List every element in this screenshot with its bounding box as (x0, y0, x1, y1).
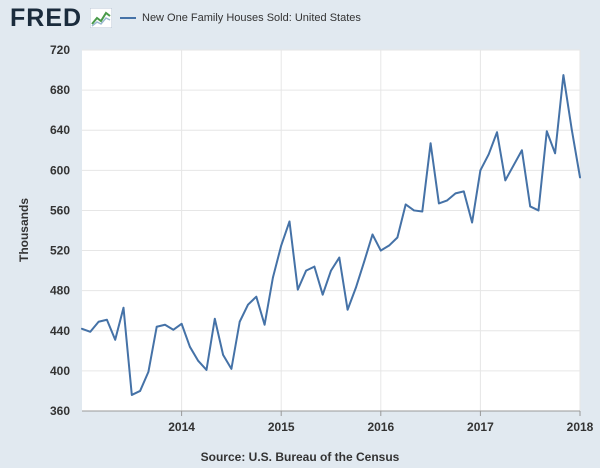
x-tick-label: 2014 (168, 420, 195, 434)
data-point (214, 317, 216, 320)
fred-logo[interactable]: FRED (10, 4, 83, 32)
data-point (529, 205, 531, 208)
data-point (122, 306, 125, 309)
data-point (147, 371, 150, 373)
data-point (579, 176, 581, 179)
data-point (338, 256, 341, 259)
x-tick-label: 2018 (567, 420, 594, 434)
y-tick-label: 720 (50, 43, 70, 57)
data-point (139, 390, 141, 392)
data-point (396, 236, 399, 239)
data-point (512, 164, 515, 167)
data-point (504, 179, 507, 182)
y-tick-label: 680 (50, 83, 70, 97)
y-tick-label: 440 (50, 324, 70, 338)
x-tick-label: 2016 (367, 420, 394, 434)
source-footer: Source: U.S. Bureau of the Census (200, 450, 400, 464)
data-point (106, 318, 108, 321)
data-point (81, 327, 83, 330)
data-point (330, 269, 332, 272)
data-point (272, 276, 274, 279)
data-point (197, 360, 199, 362)
data-point (421, 210, 424, 213)
data-point (521, 149, 523, 152)
data-point (114, 339, 116, 341)
data-point (380, 249, 382, 252)
data-point (238, 320, 241, 323)
x-tick-label: 2017 (467, 420, 494, 434)
y-tick-label: 520 (50, 244, 70, 258)
data-point (97, 320, 100, 323)
y-tick-label: 600 (50, 163, 70, 177)
data-point (155, 325, 158, 328)
data-point (313, 265, 316, 268)
data-point (404, 203, 407, 206)
data-point (255, 295, 258, 298)
data-point (89, 330, 92, 333)
data-point (305, 269, 307, 272)
data-point (363, 260, 366, 263)
data-point (247, 303, 249, 306)
legend-swatch (120, 17, 136, 19)
y-tick-label: 400 (50, 364, 70, 378)
data-point (454, 192, 457, 195)
data-point (131, 394, 133, 396)
data-point (562, 74, 565, 76)
data-point (463, 190, 465, 193)
y-tick-label: 640 (50, 123, 70, 137)
data-point (288, 220, 291, 223)
y-tick-label: 560 (50, 203, 70, 217)
data-point (189, 346, 191, 348)
data-point (180, 322, 183, 325)
data-point (570, 128, 573, 131)
data-point (371, 233, 374, 236)
data-point (297, 288, 299, 291)
data-point (222, 354, 224, 356)
data-point (164, 323, 166, 326)
legend[interactable]: New One Family Houses Sold: United State… (120, 11, 361, 25)
x-tick-label: 2015 (268, 420, 295, 434)
data-point (321, 293, 324, 296)
data-point (479, 169, 482, 172)
data-point (388, 244, 390, 247)
data-point (205, 369, 208, 371)
data-point (346, 308, 349, 311)
data-point (496, 131, 498, 134)
data-point (429, 142, 432, 145)
plot-area (82, 50, 580, 411)
data-point (438, 202, 440, 205)
data-point (471, 221, 473, 224)
data-point (263, 323, 266, 326)
data-point (413, 209, 415, 212)
data-point (487, 153, 490, 156)
data-point (280, 244, 283, 247)
legend-label: New One Family Houses Sold: United State… (142, 12, 361, 24)
y-tick-label: 480 (50, 284, 70, 298)
data-point (355, 286, 357, 289)
fred-chart-logo-icon (90, 8, 112, 28)
header: FRED New One Family Houses Sold: United … (0, 0, 600, 36)
data-point (446, 199, 449, 202)
data-point (554, 152, 556, 155)
data-point (172, 328, 175, 331)
data-point (230, 368, 233, 370)
y-tick-label: 360 (50, 404, 70, 418)
data-point (537, 209, 540, 212)
data-point (546, 130, 548, 133)
